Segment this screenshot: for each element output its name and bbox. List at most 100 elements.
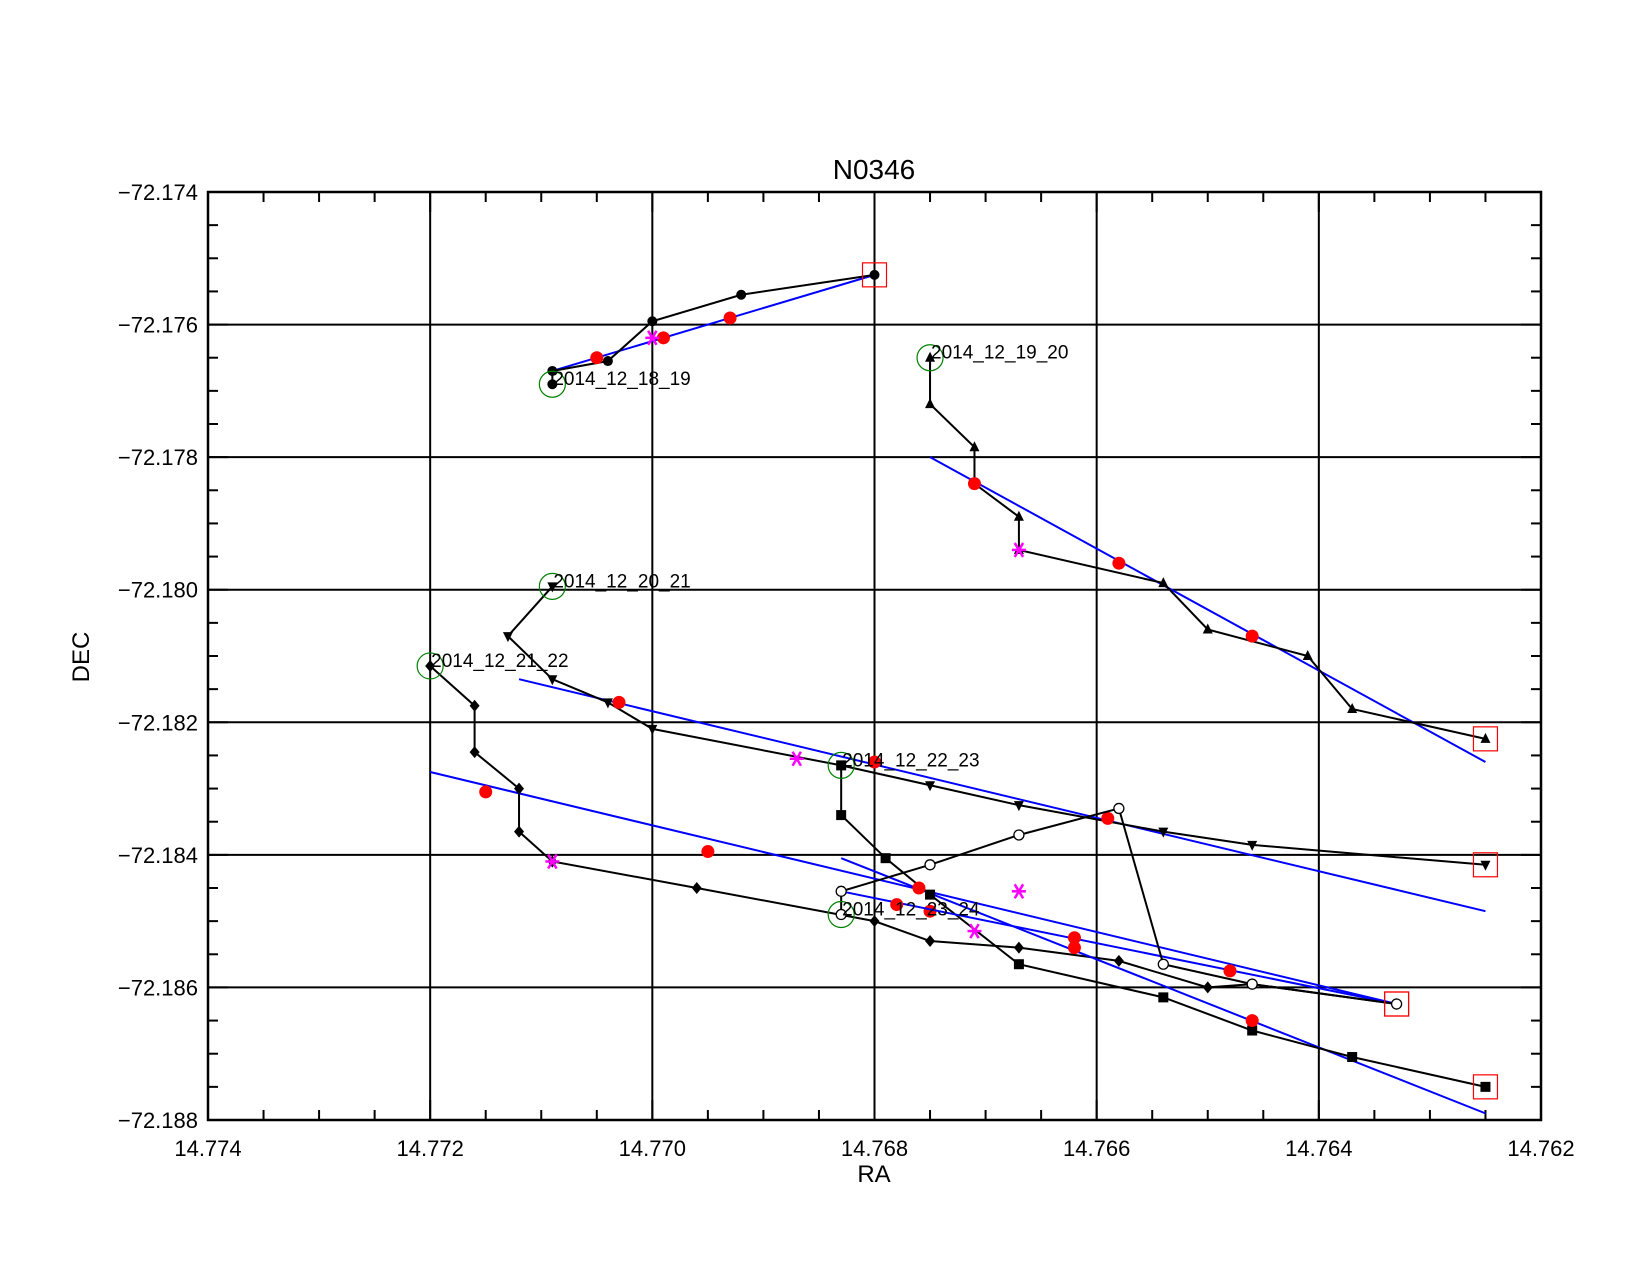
data-point bbox=[1390, 998, 1403, 1010]
data-point bbox=[1302, 650, 1313, 660]
end-marker bbox=[861, 262, 888, 288]
data-point bbox=[647, 724, 658, 735]
fit-point bbox=[479, 785, 493, 799]
data-point bbox=[602, 356, 613, 367]
data-point bbox=[1157, 958, 1169, 970]
fit-point bbox=[612, 695, 626, 709]
series-label: 2014_12_18_19 bbox=[553, 369, 690, 390]
grid-layer bbox=[208, 192, 1541, 1120]
x-tick-label: 14.774 bbox=[174, 1136, 241, 1161]
data-point bbox=[835, 885, 847, 897]
data-point bbox=[1246, 978, 1258, 990]
track-line bbox=[840, 807, 1397, 1005]
plot-frame bbox=[206, 190, 1543, 1122]
start-marker bbox=[538, 370, 566, 398]
data-point bbox=[469, 746, 480, 759]
data-point bbox=[547, 379, 558, 390]
mean-point-stroke bbox=[647, 330, 658, 346]
fit-point bbox=[1101, 811, 1115, 825]
series-label: 2014_12_19_20 bbox=[931, 343, 1068, 364]
data-point bbox=[547, 675, 558, 686]
data-point bbox=[736, 289, 747, 300]
fit-point bbox=[1245, 1014, 1259, 1028]
data-point bbox=[425, 659, 436, 672]
mean-point bbox=[789, 751, 804, 767]
x-tick-label: 14.770 bbox=[619, 1136, 686, 1161]
data-point bbox=[869, 269, 880, 280]
fit-line bbox=[518, 678, 1486, 913]
fit-point bbox=[1112, 556, 1126, 570]
fit-point bbox=[868, 755, 881, 769]
data-point bbox=[1013, 941, 1024, 954]
data-point bbox=[1158, 992, 1169, 1003]
series-2014-12-18-19: 2014_12_18_19 bbox=[538, 262, 888, 398]
x-tick-label: 14.762 bbox=[1507, 1136, 1574, 1161]
data-point bbox=[836, 760, 847, 771]
data-point bbox=[1480, 732, 1491, 743]
data-point bbox=[514, 825, 525, 838]
x-tick-label: 14.766 bbox=[1063, 1136, 1130, 1161]
fit-point bbox=[890, 898, 904, 912]
track-line bbox=[929, 357, 1486, 740]
data-point bbox=[925, 351, 936, 362]
start-marker bbox=[416, 652, 444, 680]
data-point bbox=[1202, 623, 1213, 634]
x-axis-title: RA bbox=[857, 1161, 890, 1188]
data-point bbox=[1247, 1025, 1258, 1036]
data-point bbox=[1013, 829, 1025, 841]
data-point bbox=[925, 398, 936, 409]
data-point bbox=[1202, 981, 1213, 994]
data-point bbox=[602, 698, 613, 709]
fit-point bbox=[1067, 931, 1081, 945]
fit-point bbox=[1223, 964, 1237, 978]
data-point bbox=[925, 889, 936, 900]
data-point bbox=[502, 632, 513, 643]
mean-point bbox=[1011, 883, 1026, 899]
data-point bbox=[1347, 1052, 1358, 1063]
y-tick-label: −72.176 bbox=[118, 313, 198, 338]
mean-point bbox=[967, 923, 982, 939]
y-tick-label: −72.186 bbox=[118, 975, 198, 1000]
data-point bbox=[1347, 703, 1358, 714]
data-point bbox=[1113, 954, 1124, 967]
y-tick-label: −72.182 bbox=[118, 710, 198, 735]
tick-layer: 14.774 14.772 14.770 14.768 14.766 14.764 14.7… bbox=[118, 180, 1575, 1161]
data-point bbox=[869, 915, 880, 928]
y-tick-label: −72.178 bbox=[118, 445, 198, 470]
start-marker bbox=[827, 900, 855, 929]
data-point bbox=[924, 859, 936, 871]
data-point bbox=[647, 316, 658, 327]
x-tick-label: 14.768 bbox=[841, 1136, 908, 1161]
y-tick-label: −72.174 bbox=[118, 180, 198, 205]
series-2014-12-22-23: 2014_12_22_23 bbox=[827, 750, 1499, 1115]
fit-point bbox=[701, 845, 715, 859]
data-point bbox=[1480, 1081, 1491, 1092]
fit-line bbox=[929, 456, 1486, 763]
data-point bbox=[1013, 959, 1024, 970]
series-label: 2014_12_23_24 bbox=[842, 900, 980, 921]
track-line bbox=[840, 765, 1486, 1088]
fit-point bbox=[912, 881, 926, 895]
fit-point bbox=[656, 331, 670, 345]
data-point bbox=[547, 582, 558, 593]
fit-point bbox=[723, 311, 737, 325]
data-point bbox=[1158, 577, 1169, 588]
series-2014-12-23-24: 2014_12_23_24 bbox=[827, 802, 1410, 1017]
data-point bbox=[1247, 840, 1258, 851]
start-marker bbox=[538, 572, 566, 601]
x-tick-label: 14.772 bbox=[397, 1136, 464, 1161]
data-point bbox=[1013, 510, 1024, 521]
end-marker bbox=[1472, 1074, 1499, 1100]
data-point bbox=[514, 782, 525, 795]
y-axis-title: DEC bbox=[68, 632, 95, 683]
data-point bbox=[691, 882, 702, 894]
y-tick-label: −72.184 bbox=[118, 843, 198, 868]
fit-line bbox=[840, 857, 1486, 1115]
mean-point bbox=[1011, 542, 1026, 558]
track-line bbox=[429, 665, 1397, 1005]
chart-title: N0346 bbox=[833, 154, 916, 185]
series-layer: 2014_12_18_19 2014_12_19_20 2014_12_20_21 2… bbox=[416, 262, 1499, 1115]
data-point bbox=[969, 441, 980, 452]
